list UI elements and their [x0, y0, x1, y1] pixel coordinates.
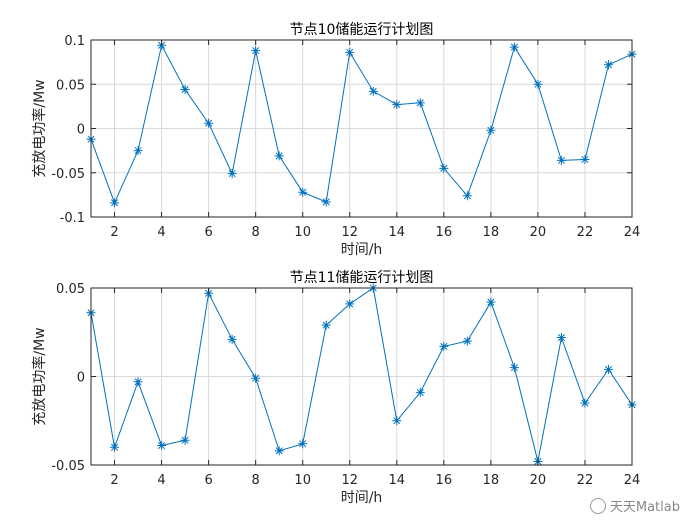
chart-title: 节点11储能运行计划图: [290, 270, 434, 286]
x-tick-label: 8: [252, 225, 260, 240]
data-point: [603, 364, 613, 374]
data-point: [133, 146, 143, 156]
x-tick-label: 6: [204, 473, 212, 488]
watermark-text: 天天Matlab: [609, 500, 680, 515]
data-point: [486, 125, 496, 135]
x-tick-label: 20: [530, 473, 547, 488]
data-point: [368, 86, 378, 96]
data-point: [157, 441, 167, 451]
x-tick-label: 8: [252, 473, 260, 488]
data-point: [204, 288, 214, 298]
x-tick-label: 18: [483, 473, 500, 488]
watermark: 天天Matlab: [589, 496, 680, 515]
x-tick-label: 2: [110, 225, 118, 240]
data-point: [580, 398, 590, 408]
data-point: [392, 100, 402, 110]
x-tick-label: 2: [110, 473, 118, 488]
x-tick-label: 4: [157, 225, 165, 240]
x-tick-label: 24: [624, 225, 641, 240]
data-point: [110, 442, 120, 452]
x-tick-label: 18: [483, 225, 500, 240]
data-point: [556, 333, 566, 343]
y-tick-label: -0.05: [51, 167, 85, 182]
data-point: [274, 446, 284, 456]
data-point: [415, 387, 425, 397]
y-axis-label: 充放电功率/Mw: [31, 327, 48, 425]
x-axis-label: 时间/h: [341, 242, 383, 258]
data-point: [298, 439, 308, 449]
data-point: [180, 85, 190, 95]
data-point: [274, 151, 284, 161]
series-line: [90, 287, 633, 462]
x-tick-label: 14: [389, 225, 406, 240]
data-point: [345, 299, 355, 309]
data-point: [392, 416, 402, 426]
wechat-icon: [589, 497, 606, 514]
data-point: [509, 363, 519, 373]
y-tick-label: 0: [77, 123, 85, 138]
y-axis-label: 充放电功率/Mw: [31, 79, 48, 177]
data-point: [204, 118, 214, 128]
data-point: [462, 191, 472, 201]
data-point: [439, 163, 449, 173]
y-tick-label: 0: [77, 371, 85, 386]
data-point: [298, 187, 308, 197]
data-point: [486, 297, 496, 307]
y-tick-label: 0.05: [56, 282, 85, 297]
x-tick-label: 12: [341, 225, 358, 240]
data-point: [251, 46, 261, 56]
y-tick-label: -0.1: [60, 211, 85, 226]
data-point: [321, 320, 331, 330]
y-tick-label: -0.05: [51, 459, 85, 474]
data-point: [251, 373, 261, 383]
data-point: [227, 169, 237, 179]
x-axis-label: 时间/h: [341, 490, 383, 506]
chart-title: 节点10储能运行计划图: [290, 22, 434, 38]
x-tick-label: 16: [436, 473, 453, 488]
data-point: [157, 40, 167, 50]
data-point: [509, 42, 519, 52]
y-tick-label: 0.05: [56, 78, 85, 93]
x-tick-label: 10: [294, 225, 311, 240]
data-point: [580, 154, 590, 164]
data-point: [345, 47, 355, 57]
x-tick-label: 20: [530, 225, 547, 240]
x-tick-label: 4: [157, 473, 165, 488]
data-point: [227, 334, 237, 344]
data-point: [439, 341, 449, 351]
data-point: [180, 435, 190, 445]
data-point: [133, 377, 143, 387]
data-point: [415, 98, 425, 108]
chart-2: 2 4 6 8 10 12 14 16 18 20 22 24-0.0500.05节点11储能运行计划…: [31, 270, 640, 506]
x-tick-label: 22: [577, 225, 594, 240]
data-point: [462, 336, 472, 346]
data-point: [556, 155, 566, 165]
series-line: [90, 43, 633, 205]
data-point: [110, 198, 120, 208]
data-point: [321, 197, 331, 207]
data-point: [603, 60, 613, 70]
chart-1: 2 4 6 8 10 12 14 16 18 20 22 24-0.1-0.0500.050.1节点1…: [31, 22, 640, 258]
x-tick-label: 12: [341, 473, 358, 488]
x-tick-label: 14: [389, 473, 406, 488]
x-tick-label: 22: [577, 473, 594, 488]
y-tick-label: 0.1: [64, 34, 85, 49]
x-tick-label: 16: [436, 225, 453, 240]
x-tick-label: 10: [294, 473, 311, 488]
x-tick-label: 6: [204, 225, 212, 240]
data-point: [533, 79, 543, 89]
x-tick-label: 24: [624, 473, 641, 488]
